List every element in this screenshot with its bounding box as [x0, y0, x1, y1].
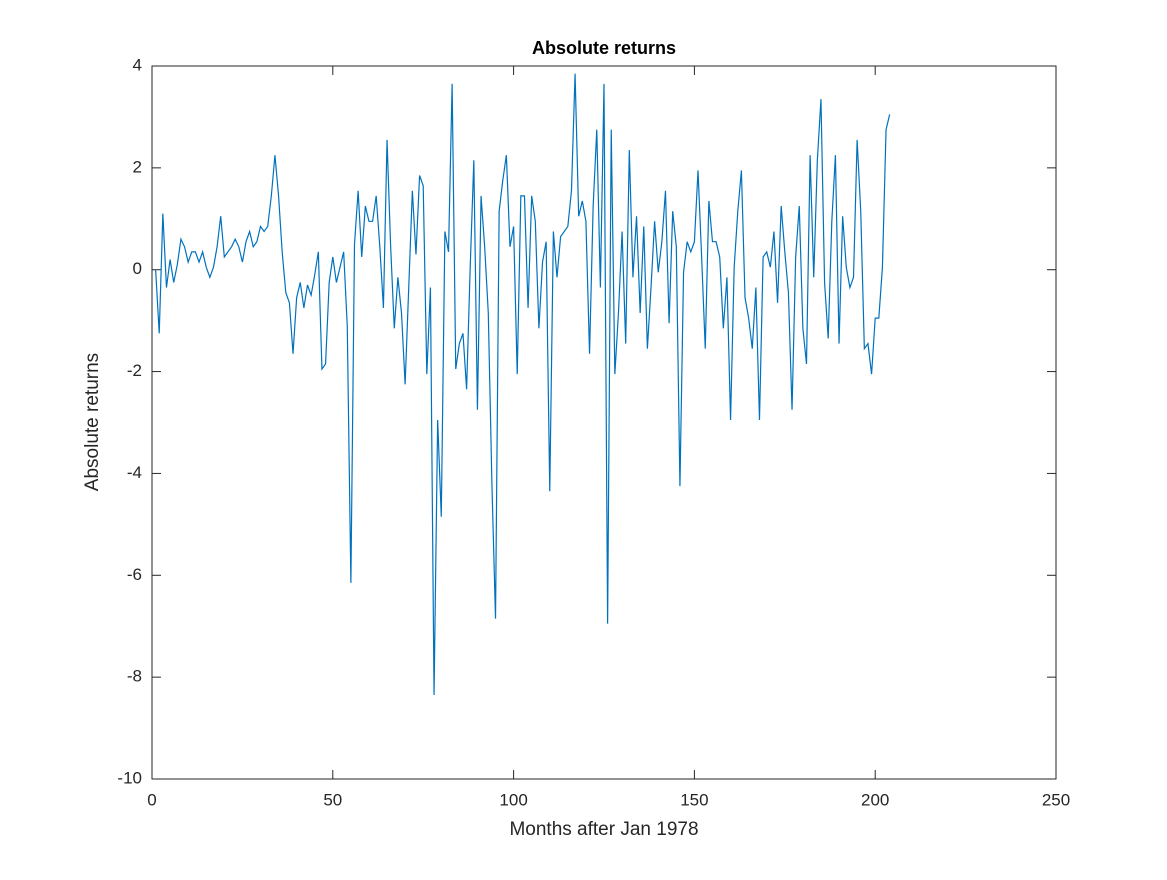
x-tick-label: 250 — [1042, 790, 1070, 809]
plot-frame — [151, 65, 1057, 780]
x-tick-label: 150 — [680, 790, 708, 809]
y-tick-label: 4 — [133, 55, 142, 74]
y-axis-label: Absolute returns — [82, 353, 103, 491]
y-tick-label: -10 — [117, 768, 142, 787]
x-tick-label: 0 — [147, 790, 156, 809]
x-tick-label: 100 — [499, 790, 527, 809]
y-tick-label: -2 — [127, 361, 142, 380]
y-tick-label: -8 — [127, 667, 142, 686]
data-line — [155, 73, 891, 695]
y-tick-label: -4 — [127, 463, 142, 482]
x-tick-label: 200 — [861, 790, 889, 809]
y-tick-label: 2 — [133, 157, 142, 176]
x-axis-label: Months after Jan 1978 — [509, 819, 698, 840]
chart-title: Absolute returns — [532, 38, 676, 58]
x-tick-label: 50 — [323, 790, 342, 809]
y-tick-label: -6 — [127, 565, 142, 584]
y-tick-label: 0 — [133, 259, 142, 278]
